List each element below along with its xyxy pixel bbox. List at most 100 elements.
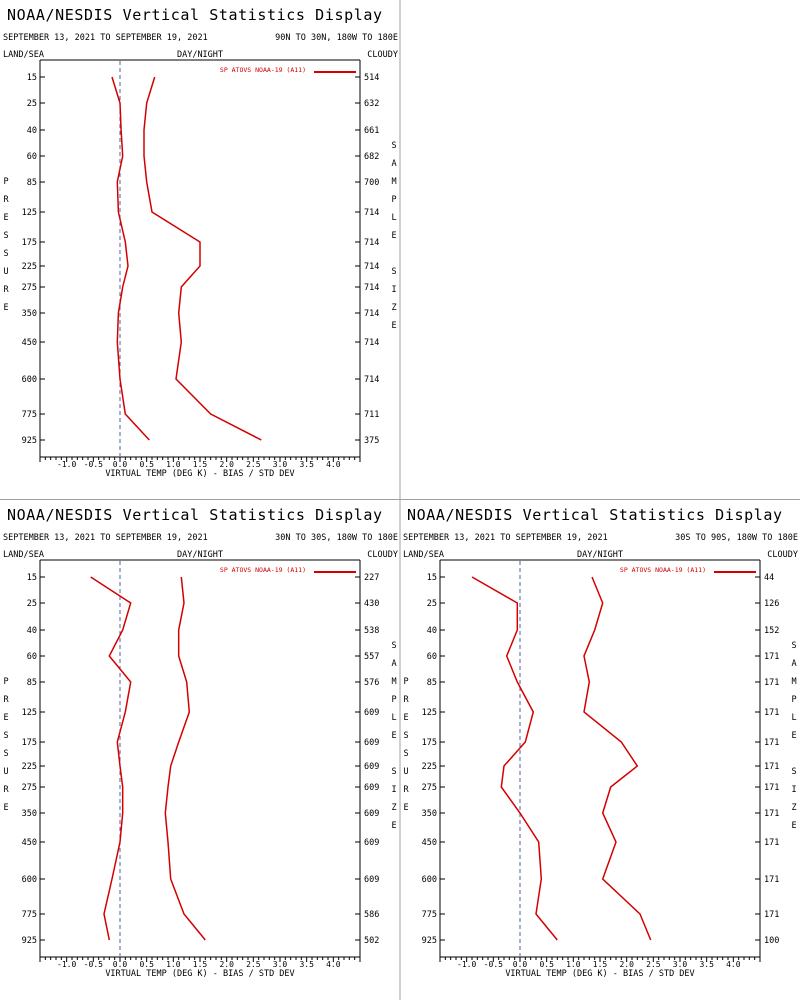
sample-size-axis-letter: E [391,731,396,741]
x-tick-label: 1.0 [166,460,181,469]
sample-size-label: 714 [364,375,379,385]
pressure-level-label: 350 [22,309,37,319]
sample-size-axis-letter: M [391,677,396,687]
pressure-axis-letter: E [3,303,8,313]
pressure-level-label: 15 [27,573,37,583]
pressure-level-label: 925 [22,936,37,946]
sample-size-axis-letter: A [391,159,396,169]
sample-size-axis-letter: E [391,821,396,831]
sample-size-label: 609 [364,762,379,772]
sample-size-label: 609 [364,809,379,819]
x-tick-label: 3.5 [299,460,314,469]
sample-size-label: 586 [364,910,379,920]
pressure-axis-letter: E [3,803,8,813]
sample-size-label: 661 [364,126,379,136]
x-tick-label: -0.5 [484,960,503,969]
sample-size-label: 171 [764,678,779,688]
pressure-level-label: 175 [22,238,37,248]
pressure-level-label: 40 [27,126,37,136]
x-tick-label: 1.0 [566,960,581,969]
x-tick-label: 2.0 [219,460,234,469]
pressure-level-label: 775 [422,910,437,920]
pressure-level-label: 225 [22,262,37,272]
sample-size-label: 514 [364,73,379,83]
sample-size-axis-letter: S [391,767,396,777]
sample-size-axis-letter: E [391,321,396,331]
x-tick-label: 1.5 [193,960,208,969]
stats-panel-1: NOAA/NESDIS Vertical Statistics Display S… [3,6,398,479]
sample-size-axis-letter: L [791,713,796,723]
pressure-level-label: 225 [22,762,37,772]
pressure-axis-letter: E [3,213,8,223]
sample-size-axis-letter: S [391,641,396,651]
x-tick-label: 0.0 [113,460,128,469]
pressure-level-label: 175 [422,738,437,748]
sample-size-axis-letter: L [391,213,396,223]
pressure-axis-letter: R [403,785,409,795]
sample-size-axis-letter: S [791,641,796,651]
x-tick-label: 2.5 [246,460,261,469]
pressure-level-label: 350 [22,809,37,819]
region-label: 30S TO 90S, 180W TO 180E [675,533,798,543]
x-tick-label: 2.5 [646,960,661,969]
day-night-label: DAY/NIGHT [177,550,223,560]
x-tick-label: -1.0 [57,960,76,969]
date-range: SEPTEMBER 13, 2021 TO SEPTEMBER 19, 2021 [3,33,208,43]
sample-size-axis-letter: S [391,267,396,277]
sample-size-label: 609 [364,838,379,848]
sample-size-label: 609 [364,708,379,718]
pressure-axis-letter: R [3,785,9,795]
sample-size-axis-letter: A [391,659,396,669]
x-tick-label: 0.5 [139,960,154,969]
sample-size-axis-letter: I [391,785,396,795]
pressure-level-label: 60 [27,152,37,162]
legend-label: SP ATOVS NOAA-19 (A11) [220,66,306,74]
pressure-level-label: 25 [27,599,37,609]
sample-size-axis-letter: L [391,713,396,723]
sample-size-label: 171 [764,783,779,793]
region-label: 30N TO 30S, 180W TO 180E [275,533,398,543]
std-dev-line [164,576,206,941]
land-sea-label: LAND/SEA [3,50,44,60]
pressure-level-label: 175 [22,738,37,748]
sample-size-label: 126 [764,599,779,609]
sample-size-axis-letter: P [391,695,396,705]
pressure-level-label: 125 [22,208,37,218]
sample-size-label: 171 [764,910,779,920]
pressure-level-label: 40 [27,626,37,636]
x-tick-label: 1.5 [193,460,208,469]
x-axis-label: VIRTUAL TEMP (DEG K) - BIAS / STD DEV [105,469,294,479]
stats-panel-2: NOAA/NESDIS Vertical Statistics Display S… [3,506,398,979]
legend-label: SP ATOVS NOAA-19 (A11) [620,566,706,574]
x-tick-label: 0.0 [113,960,128,969]
panel-title: NOAA/NESDIS Vertical Statistics Display [7,506,383,524]
pressure-level-label: 60 [427,652,437,662]
sample-size-label: 682 [364,152,379,162]
sample-size-axis-letter: E [791,731,796,741]
sample-size-axis-letter: Z [391,803,396,813]
sample-size-label: 227 [364,573,379,583]
x-tick-label: 2.5 [246,960,261,969]
pressure-axis-letter: P [3,177,8,187]
bias-line [471,576,558,941]
pressure-level-label: 600 [22,875,37,885]
sample-size-label: 171 [764,838,779,848]
bias-line [111,76,150,441]
x-tick-label: -0.5 [84,460,103,469]
pressure-level-label: 925 [22,436,37,446]
pressure-level-label: 125 [22,708,37,718]
sample-size-label: 430 [364,599,379,609]
x-tick-label: 2.0 [619,960,634,969]
pressure-level-label: 775 [22,910,37,920]
x-tick-label: 3.0 [673,960,688,969]
x-tick-label: 2.0 [219,960,234,969]
x-tick-label: 3.5 [699,960,714,969]
x-tick-label: 0.5 [139,460,154,469]
sample-size-label: 714 [364,309,379,319]
sample-size-label: 576 [364,678,379,688]
sample-size-label: 171 [764,738,779,748]
pressure-level-label: 775 [22,410,37,420]
sample-size-axis-letter: A [791,659,796,669]
